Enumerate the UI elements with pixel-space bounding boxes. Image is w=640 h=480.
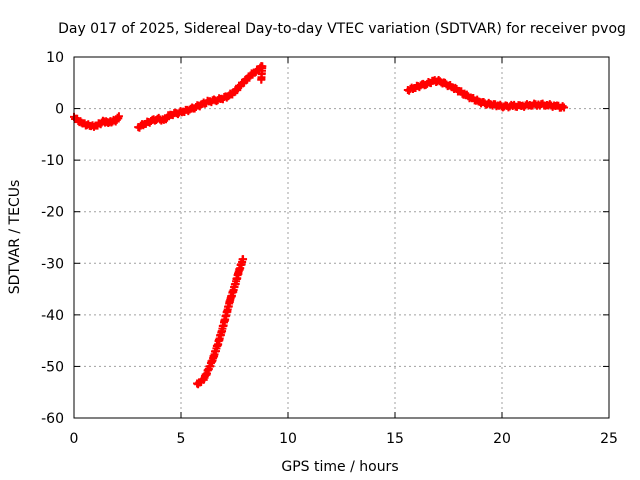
y-tick-label: -40 (41, 308, 64, 324)
y-tick-label: 0 (55, 102, 64, 118)
x-tick-label: 5 (177, 431, 186, 447)
data-points (70, 62, 569, 389)
data-point-cluster (113, 113, 123, 123)
data-point-cluster (75, 117, 86, 127)
data-point (239, 255, 248, 264)
y-tick-label: -10 (41, 153, 64, 169)
series-arc-3 (193, 255, 248, 389)
data-point-cluster (250, 65, 261, 77)
x-tick-label: 15 (386, 431, 404, 447)
grid-lines (74, 57, 609, 418)
y-tick-label: 10 (46, 50, 64, 66)
plot-frame (73, 56, 610, 419)
y-tick-label: -20 (41, 205, 64, 221)
series-arc-2 (134, 62, 267, 132)
x-axis-label: GPS time / hours (281, 459, 398, 475)
y-tick-label: -30 (41, 256, 64, 272)
series-arc-1 (70, 112, 123, 131)
x-tick-label: 25 (600, 431, 618, 447)
axis-ticks: 0 5 10 15 20 25 10 0 -10 -20 -30 -40 -50 -60 (41, 50, 618, 447)
data-point (560, 103, 569, 112)
y-tick-label: -60 (41, 411, 64, 427)
data-point (114, 112, 123, 121)
data-point-cluster (84, 120, 94, 130)
chart-title: Day 017 of 2025, Sidereal Day-to-day VTE… (58, 21, 626, 37)
x-tick-label: 10 (279, 431, 297, 447)
data-point-cluster (194, 378, 204, 389)
x-tick-label: 20 (493, 431, 511, 447)
data-point (257, 75, 266, 84)
x-tick-label: 0 (70, 431, 79, 447)
y-tick-label: -50 (41, 359, 64, 375)
y-axis-label: SDTVAR / TECUs (7, 180, 23, 295)
data-point-cluster (92, 119, 103, 130)
data-point-cluster (71, 114, 82, 124)
series-arc-4 (403, 75, 569, 112)
